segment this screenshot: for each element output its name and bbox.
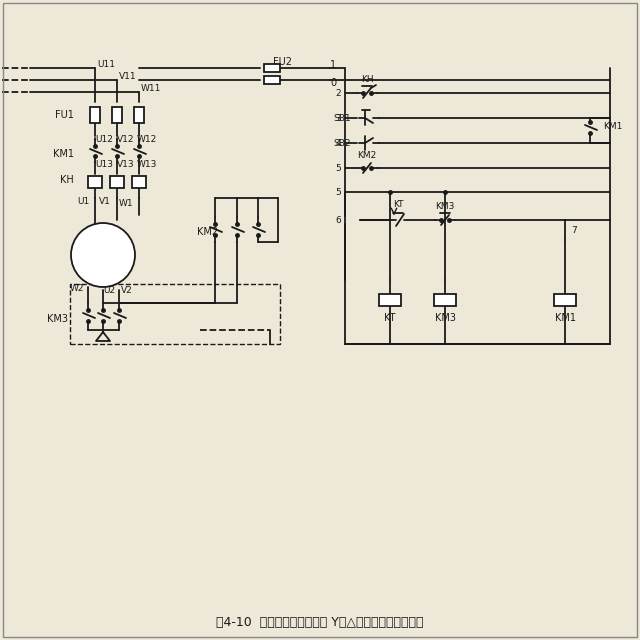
Text: 图4-10  时间继电器自动控制 Y－△降压启动控制线路图: 图4-10 时间继电器自动控制 Y－△降压启动控制线路图: [216, 616, 424, 628]
Text: KM1: KM1: [554, 313, 575, 323]
Bar: [554, 294, 576, 306]
Text: 5: 5: [335, 163, 341, 173]
Bar: [88, 176, 102, 188]
Text: KM3: KM3: [47, 314, 68, 324]
Text: KM2: KM2: [197, 227, 218, 237]
Bar: [264, 76, 280, 84]
Text: W12: W12: [137, 134, 157, 143]
Text: FU1: FU1: [55, 110, 74, 120]
Text: W2: W2: [70, 284, 84, 292]
Text: SB2: SB2: [333, 138, 351, 147]
Text: W13: W13: [137, 159, 157, 168]
Text: V2: V2: [121, 285, 132, 294]
Text: KT: KT: [393, 200, 403, 209]
Circle shape: [71, 223, 135, 287]
Text: KT: KT: [384, 313, 396, 323]
Text: 6: 6: [335, 216, 341, 225]
Text: 3: 3: [335, 113, 341, 122]
Text: 2: 2: [335, 88, 341, 97]
Text: KM2: KM2: [357, 150, 376, 159]
Text: KM3: KM3: [435, 313, 456, 323]
Text: 0: 0: [330, 78, 336, 88]
Text: KM1: KM1: [603, 122, 622, 131]
Text: KH: KH: [361, 74, 373, 83]
Text: V1: V1: [99, 196, 111, 205]
Text: U2: U2: [103, 285, 115, 294]
Text: 3~: 3~: [94, 257, 112, 271]
Text: U1: U1: [77, 196, 89, 205]
Text: W11: W11: [141, 83, 161, 93]
Text: 5: 5: [335, 188, 341, 196]
Text: FU2: FU2: [273, 57, 291, 67]
Bar: [110, 176, 124, 188]
Text: W1: W1: [118, 198, 133, 207]
Text: KM1: KM1: [53, 149, 74, 159]
Text: KM3: KM3: [435, 202, 454, 211]
Text: M: M: [95, 239, 111, 255]
Bar: [112, 107, 122, 123]
Text: KH: KH: [60, 175, 74, 185]
Text: 1: 1: [330, 60, 336, 70]
Text: 7: 7: [571, 225, 577, 234]
Bar: [379, 294, 401, 306]
Bar: [264, 64, 280, 72]
Text: U12: U12: [95, 134, 113, 143]
Bar: [90, 107, 100, 123]
Bar: [434, 294, 456, 306]
Bar: [132, 176, 146, 188]
Bar: [134, 107, 144, 123]
Text: 4: 4: [335, 138, 341, 147]
Text: U11: U11: [97, 60, 115, 68]
Text: V13: V13: [117, 159, 134, 168]
Text: V11: V11: [119, 72, 136, 81]
Text: U13: U13: [95, 159, 113, 168]
Text: SB1: SB1: [333, 113, 351, 122]
Bar: [70, 284, 280, 344]
Text: V12: V12: [117, 134, 134, 143]
